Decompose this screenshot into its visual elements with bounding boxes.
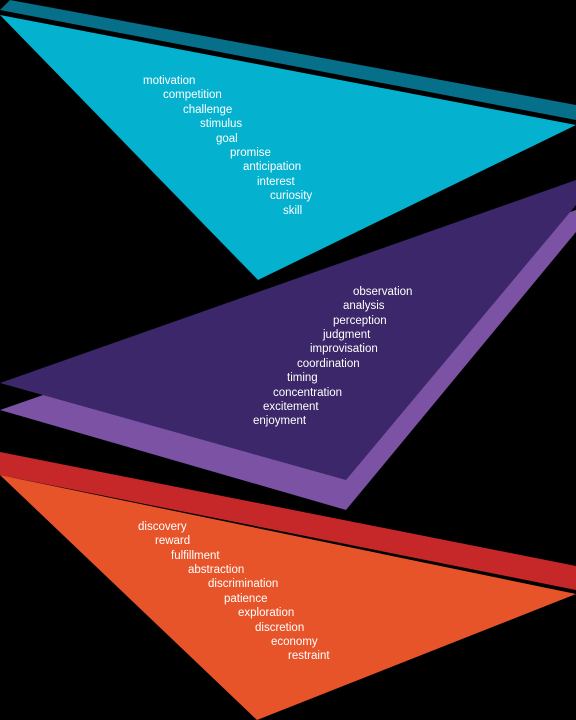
- bottom-word: exploration: [238, 607, 295, 619]
- middle-word: excitement: [263, 401, 319, 413]
- top-word: skill: [283, 205, 303, 217]
- top-word: interest: [257, 176, 295, 188]
- middle-word: observation: [353, 286, 413, 298]
- bottom-word: economy: [271, 636, 318, 648]
- bottom-word: reward: [155, 535, 191, 547]
- bottom-word: fulfillment: [171, 550, 220, 562]
- top-front-triangle: [0, 15, 576, 280]
- bottom-word: discrimination: [208, 578, 279, 590]
- middle-word: enjoyment: [253, 415, 307, 427]
- top-word: curiosity: [270, 190, 313, 202]
- top-word: goal: [216, 133, 238, 145]
- top-word: competition: [163, 89, 222, 101]
- bottom-word: discretion: [255, 622, 305, 634]
- middle-word: timing: [287, 372, 318, 384]
- top-word: challenge: [183, 104, 233, 116]
- top-back-triangle: [0, 0, 576, 120]
- top-word: motivation: [143, 75, 196, 87]
- bottom-word: abstraction: [188, 564, 245, 576]
- bottom-word: restraint: [288, 650, 330, 662]
- bottom-front-triangle: [0, 475, 576, 720]
- middle-word: analysis: [343, 300, 385, 312]
- bottom-word: patience: [224, 593, 268, 605]
- middle-word: coordination: [297, 358, 360, 370]
- top-word: stimulus: [200, 118, 243, 130]
- bottom-back-triangle: [0, 452, 576, 590]
- middle-word: judgment: [323, 329, 371, 341]
- bottom-word: discovery: [138, 521, 187, 533]
- middle-word: concentration: [273, 387, 343, 399]
- top-word: promise: [230, 147, 271, 159]
- middle-word: perception: [333, 315, 387, 327]
- middle-front-triangle: [0, 180, 576, 480]
- middle-word: improvisation: [310, 343, 378, 355]
- top-word: anticipation: [243, 161, 302, 173]
